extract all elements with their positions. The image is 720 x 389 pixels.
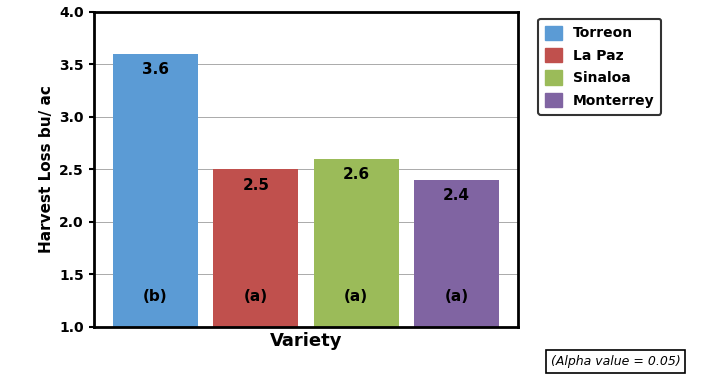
Text: 3.6: 3.6	[142, 62, 169, 77]
Text: 2.6: 2.6	[343, 167, 369, 182]
Text: (a): (a)	[344, 289, 368, 304]
Text: (a): (a)	[444, 289, 469, 304]
Y-axis label: Harvest Loss bu/ ac: Harvest Loss bu/ ac	[39, 85, 53, 253]
Text: 2.4: 2.4	[443, 188, 470, 203]
Legend: Torreon, La Paz, Sinaloa, Monterrey: Torreon, La Paz, Sinaloa, Monterrey	[538, 19, 662, 115]
Text: (a): (a)	[244, 289, 268, 304]
Text: (b): (b)	[143, 289, 168, 304]
Text: (Alpha value = 0.05): (Alpha value = 0.05)	[551, 355, 680, 368]
Text: 2.5: 2.5	[243, 178, 269, 193]
Bar	[313, 159, 399, 327]
Bar	[213, 169, 299, 327]
Bar	[113, 54, 198, 327]
X-axis label: Variety: Variety	[270, 332, 342, 350]
Bar	[414, 180, 499, 327]
